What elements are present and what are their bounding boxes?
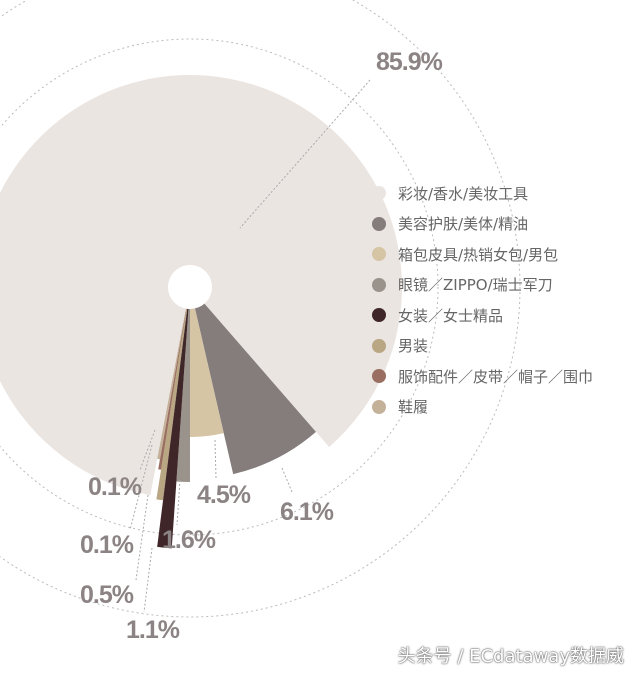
legend-label: 女装／女士精品 (398, 306, 504, 325)
legend-item: 眼镜／ZIPPO/瑞士军刀 (372, 270, 593, 301)
data-label: 1.6% (162, 526, 216, 554)
legend-item: 箱包皮具/热销女包/男包 (372, 239, 593, 270)
legend-item: 鞋履 (372, 392, 593, 423)
data-label: 0.1% (88, 473, 142, 501)
legend-swatch (372, 277, 386, 292)
legend-swatch (372, 399, 386, 414)
leader-line (143, 547, 153, 613)
slice-1 (194, 303, 316, 475)
legend-label: 彩妆/香水/美妆工具 (398, 184, 529, 203)
legend-item: 美容护肤/美体/精油 (372, 209, 593, 240)
leader-line (129, 444, 153, 531)
data-label: 6.1% (280, 498, 334, 526)
leader-line (281, 467, 293, 493)
slice-5 (156, 308, 188, 501)
legend-swatch (372, 369, 386, 384)
slice-0 (0, 75, 402, 496)
data-label: 85.9% (376, 48, 443, 76)
guide-circle (0, 0, 521, 618)
data-label: 1.1% (126, 616, 180, 644)
guide-circle (0, 38, 439, 536)
legend-label: 男装 (398, 337, 429, 356)
slice-4 (157, 308, 189, 549)
leader-line (176, 479, 181, 526)
legend-swatch (372, 338, 386, 353)
legend-swatch (372, 308, 386, 323)
leader-line (214, 439, 217, 479)
slice-2 (190, 308, 224, 437)
legend-item: 男装 (372, 331, 593, 362)
legend-swatch (372, 247, 386, 262)
legend-label: 眼镜／ZIPPO/瑞士军刀 (398, 276, 553, 295)
legend: 彩妆/香水/美妆工具 美容护肤/美体/精油箱包皮具/热销女包/男包 眼镜／ZIPPO… (372, 178, 593, 422)
legend-item: 彩妆/香水/美妆工具 (372, 178, 593, 209)
leader-line (239, 79, 371, 229)
leader-line (135, 494, 149, 581)
slice-7 (157, 308, 187, 460)
data-label: 4.5% (197, 481, 251, 509)
data-label: 0.5% (80, 581, 134, 609)
legend-label: 鞋履 (398, 398, 429, 417)
legend-item: 服饰配件／皮带／帽子／围巾 (372, 361, 593, 392)
legend-item: 女装／女士精品 (372, 300, 593, 331)
slice-3 (176, 308, 190, 482)
slice-6 (158, 308, 187, 470)
legend-label: 箱包皮具/热销女包/男包 (398, 245, 559, 264)
watermark: 头条号 / ECdataway数据威 (397, 646, 624, 667)
legend-label: 服饰配件／皮带／帽子／围巾 (398, 367, 594, 386)
leader-line (139, 429, 156, 471)
data-label: 0.1% (80, 531, 134, 559)
legend-swatch (372, 216, 386, 231)
legend-label: 美容护肤/美体/精油 (398, 215, 529, 234)
legend-swatch (372, 186, 386, 201)
